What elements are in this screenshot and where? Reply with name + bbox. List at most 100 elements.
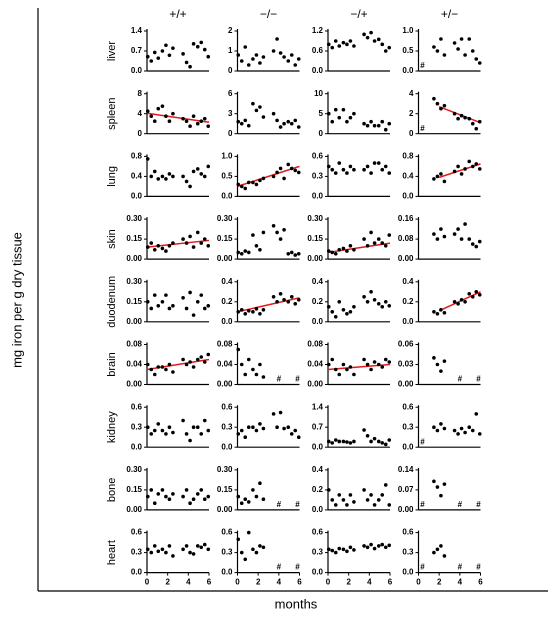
y-tick-label: 5 [319,109,324,118]
y-tick-label: 0.00 [217,505,233,514]
data-point [188,184,192,189]
y-tick-label: 0.30 [126,214,142,223]
data-point [254,182,259,187]
data-point [251,57,255,61]
data-point [435,101,440,106]
data-point [289,53,294,57]
data-point [333,503,338,507]
data-point [435,428,440,433]
y-tick-label: 0.2 [221,297,233,306]
data-point [261,545,266,550]
data-point [149,241,154,245]
data-point [156,549,161,554]
y-tick-label: 0.00 [126,254,142,263]
data-point [352,500,356,504]
data-point [365,433,370,438]
data-point [191,169,196,174]
data-point [372,360,377,364]
data-point [380,241,385,245]
data-point [243,557,248,562]
y-axis-label: mg iron per g dry tissue [9,232,24,368]
missing-marker: # [476,500,481,509]
data-point [286,119,291,124]
y-tick-label: 0.30 [217,465,233,474]
y-tick-label: 0.3 [402,422,414,431]
data-point [188,550,192,555]
data-point [246,180,251,185]
data-point [206,164,211,169]
data-point [463,115,467,120]
data-point [470,164,475,169]
data-point [326,439,331,444]
data-point [474,290,479,294]
data-point [149,59,154,63]
y-tick-label: 0.00 [217,254,233,263]
data-point [362,428,366,432]
data-point [432,310,436,314]
data-point [459,426,464,431]
data-point [442,179,447,184]
data-point [275,300,279,304]
column-label: −/+ [350,7,367,21]
column-label: +/− [441,7,458,21]
data-point [149,367,154,372]
y-tick-label: 0.00 [126,505,142,514]
y-tick-label: 0 [409,129,414,138]
x-tick-label: 6 [297,578,302,587]
data-point [439,106,443,111]
data-point [236,182,241,187]
data-point [239,550,244,555]
y-tick-label: 0.15 [126,234,142,243]
data-point [432,479,436,484]
data-point [365,35,370,40]
y-tick-label: 0.5 [221,172,233,181]
x-tick-label: 4 [367,578,372,587]
data-point [432,550,436,555]
data-point [261,55,266,59]
data-point [362,32,366,37]
y-tick-label: 0.2 [312,485,324,494]
data-point [195,544,200,548]
data-point [243,186,248,191]
y-tick-label: 0.6 [402,528,414,537]
data-point [296,251,301,256]
y-tick-label: 2 [409,109,414,118]
y-tick-label: 0.04 [217,360,233,369]
data-point [261,230,266,235]
data-point [149,550,154,555]
data-point [199,172,204,176]
data-point [258,481,262,486]
data-point [156,56,161,60]
trend-line [438,291,481,312]
data-point [289,121,294,126]
y-tick-label: 0.30 [307,214,323,223]
data-point [199,545,204,550]
row-label: kidney [106,411,118,443]
missing-marker: # [476,375,481,384]
data-point [239,184,244,189]
data-point [326,111,331,116]
data-point [181,547,185,552]
data-point [261,375,266,379]
missing-marker: # [420,61,425,70]
data-point [156,492,161,496]
data-point [296,125,301,129]
data-point [376,362,381,367]
data-point [439,308,443,312]
row-label: duodenum [106,276,118,328]
y-tick-label: 0.0 [312,192,324,201]
y-tick-label: 0.8 [402,152,414,161]
data-point [467,159,472,164]
data-point [278,51,283,55]
y-tick-label: 0.00 [126,317,142,326]
data-point [341,40,346,45]
data-point [326,164,331,169]
data-point [341,547,346,552]
y-tick-label: 0.6 [312,46,324,55]
data-point [348,493,353,497]
data-point [206,547,211,552]
data-point [345,503,349,507]
data-point [341,107,346,112]
missing-marker: # [458,375,463,384]
data-point [442,554,447,558]
